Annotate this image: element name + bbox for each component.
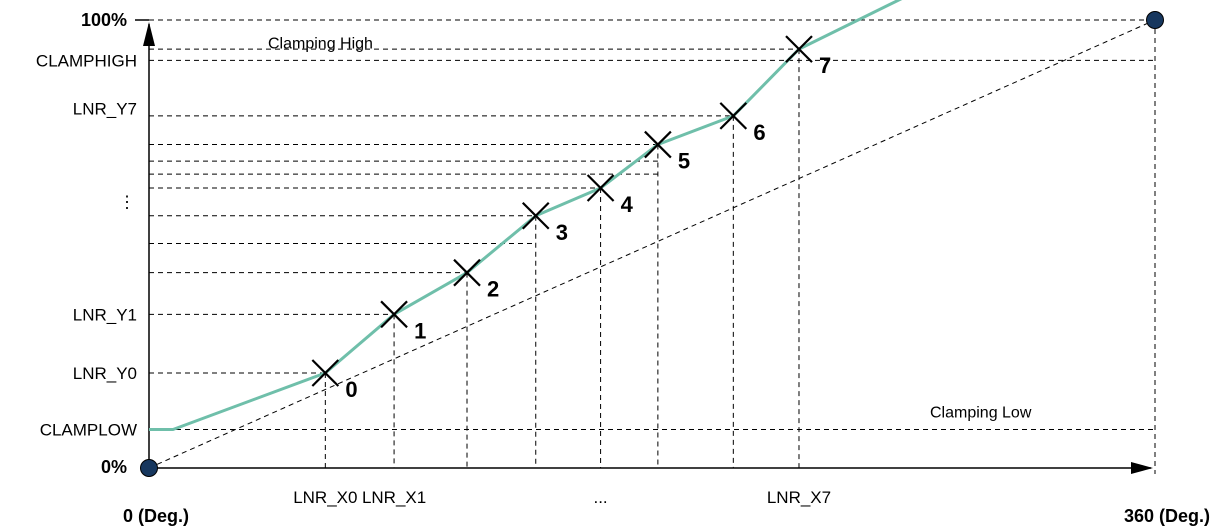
point-7-cross-b [785, 35, 813, 63]
point-label-1: 1 [414, 318, 426, 343]
point-label-5: 5 [678, 149, 690, 174]
x-tick-label-0: LNR_X0 [293, 488, 357, 507]
point-6-cross-b [719, 102, 748, 130]
point-label-7: 7 [819, 53, 831, 78]
point-label-3: 3 [556, 220, 568, 245]
x-tick-label-3: LNR_X7 [767, 488, 831, 507]
y-tick-label-4: LNR_Y0 [73, 364, 137, 383]
clamping-low-label: Clamping Low [930, 404, 1032, 421]
y-min-label: 0% [101, 457, 127, 477]
clamping-high-label: Clamping High [268, 35, 373, 52]
x-axis-arrow-icon [1131, 462, 1153, 474]
y-tick-label-1: LNR_Y7 [73, 100, 137, 119]
max-dot [1146, 11, 1164, 29]
point-label-4: 4 [621, 192, 634, 217]
point-label-6: 6 [753, 120, 765, 145]
point-1-cross-b [380, 300, 408, 329]
x-tick-label-1: LNR_X1 [362, 488, 426, 507]
y-tick-label-5: CLAMPLOW [40, 420, 137, 439]
point-3-cross-b [521, 201, 550, 230]
x-tick-label-2: ... [593, 488, 607, 507]
y-tick-label-2: ⋮ [119, 192, 136, 211]
linearization-curve [149, 0, 903, 431]
origin-dot [140, 459, 158, 477]
y-axis-arrow-icon [143, 22, 155, 46]
reference-diagonal [148, 19, 1156, 469]
y-max-label: 100% [81, 10, 127, 30]
point-0-cross-b [311, 359, 340, 387]
x-min-label: 0 (Deg.) [123, 506, 189, 526]
point-2-cross-b [453, 258, 481, 287]
point-label-2: 2 [487, 277, 499, 302]
point-4-cross-b [586, 174, 615, 202]
point-5-cross-b [644, 130, 672, 159]
y-tick-label-3: LNR_Y1 [73, 305, 137, 324]
x-max-label: 360 (Deg.) [1124, 506, 1210, 526]
y-tick-label-0: CLAMPHIGH [36, 51, 137, 70]
point-label-0: 0 [345, 377, 357, 402]
